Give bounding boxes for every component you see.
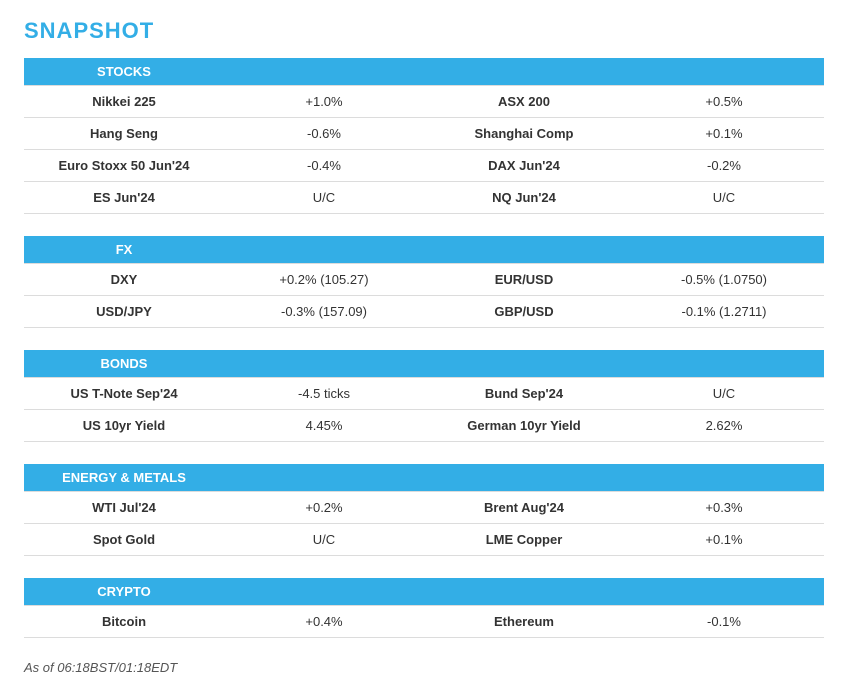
row-label-left: ES Jun'24	[24, 190, 224, 205]
section: FX DXY+0.2% (105.27)EUR/USD-0.5% (1.0750)…	[24, 236, 824, 328]
row-value-left: -0.6%	[224, 126, 424, 141]
table-row: Euro Stoxx 50 Jun'24-0.4%DAX Jun'24-0.2%	[24, 150, 824, 182]
row-value-left: 4.45%	[224, 418, 424, 433]
row-label-right: ASX 200	[424, 94, 624, 109]
table-row: USD/JPY-0.3% (157.09)GBP/USD-0.1% (1.271…	[24, 296, 824, 328]
row-label-left: Euro Stoxx 50 Jun'24	[24, 158, 224, 173]
row-label-left: USD/JPY	[24, 304, 224, 319]
row-value-left: -0.3% (157.09)	[224, 304, 424, 319]
table-row: US 10yr Yield4.45%German 10yr Yield2.62%	[24, 410, 824, 442]
row-value-left: +0.4%	[224, 614, 424, 629]
row-value-left: +1.0%	[224, 94, 424, 109]
table-row: Nikkei 225+1.0%ASX 200+0.5%	[24, 86, 824, 118]
row-label-right: Brent Aug'24	[424, 500, 624, 515]
row-value-right: +0.1%	[624, 532, 824, 547]
row-label-left: Spot Gold	[24, 532, 224, 547]
section: BONDS US T-Note Sep'24-4.5 ticksBund Sep'…	[24, 350, 824, 442]
row-value-right: -0.2%	[624, 158, 824, 173]
timestamp: As of 06:18BST/01:18EDT	[24, 660, 824, 675]
row-label-right: EUR/USD	[424, 272, 624, 287]
row-label-left: Nikkei 225	[24, 94, 224, 109]
table-row: WTI Jul'24+0.2%Brent Aug'24+0.3%	[24, 492, 824, 524]
row-value-left: +0.2% (105.27)	[224, 272, 424, 287]
row-value-right: U/C	[624, 190, 824, 205]
section-header: ENERGY & METALS	[24, 464, 824, 492]
row-label-left: Hang Seng	[24, 126, 224, 141]
row-label-left: Bitcoin	[24, 614, 224, 629]
row-value-right: +0.1%	[624, 126, 824, 141]
row-value-left: U/C	[224, 190, 424, 205]
row-label-right: Ethereum	[424, 614, 624, 629]
section-heading: FX	[24, 242, 224, 257]
sections-container: STOCKSNikkei 225+1.0%ASX 200+0.5%Hang Se…	[24, 58, 824, 638]
section: ENERGY & METALS WTI Jul'24+0.2%Brent Aug'…	[24, 464, 824, 556]
table-row: ES Jun'24U/CNQ Jun'24U/C	[24, 182, 824, 214]
row-label-left: US T-Note Sep'24	[24, 386, 224, 401]
row-value-right: +0.5%	[624, 94, 824, 109]
section-header: CRYPTO	[24, 578, 824, 606]
section-heading: BONDS	[24, 356, 224, 371]
row-value-right: -0.1% (1.2711)	[624, 304, 824, 319]
row-label-right: DAX Jun'24	[424, 158, 624, 173]
row-value-left: U/C	[224, 532, 424, 547]
row-label-right: NQ Jun'24	[424, 190, 624, 205]
table-row: DXY+0.2% (105.27)EUR/USD-0.5% (1.0750)	[24, 264, 824, 296]
table-row: Bitcoin+0.4%Ethereum-0.1%	[24, 606, 824, 638]
row-value-left: +0.2%	[224, 500, 424, 515]
section: STOCKSNikkei 225+1.0%ASX 200+0.5%Hang Se…	[24, 58, 824, 214]
section-header: BONDS	[24, 350, 824, 378]
row-value-right: U/C	[624, 386, 824, 401]
table-row: Hang Seng-0.6%Shanghai Comp+0.1%	[24, 118, 824, 150]
row-label-right: Bund Sep'24	[424, 386, 624, 401]
row-value-left: -4.5 ticks	[224, 386, 424, 401]
row-label-right: German 10yr Yield	[424, 418, 624, 433]
page-title: SNAPSHOT	[24, 18, 824, 44]
section-heading: STOCKS	[24, 64, 224, 79]
section-heading: ENERGY & METALS	[24, 470, 224, 485]
row-label-right: GBP/USD	[424, 304, 624, 319]
table-row: Spot GoldU/CLME Copper+0.1%	[24, 524, 824, 556]
row-label-right: Shanghai Comp	[424, 126, 624, 141]
row-label-right: LME Copper	[424, 532, 624, 547]
row-value-right: -0.1%	[624, 614, 824, 629]
section-heading: CRYPTO	[24, 584, 224, 599]
row-label-left: WTI Jul'24	[24, 500, 224, 515]
row-label-left: DXY	[24, 272, 224, 287]
row-value-right: +0.3%	[624, 500, 824, 515]
section-header: STOCKS	[24, 58, 824, 86]
row-value-left: -0.4%	[224, 158, 424, 173]
table-row: US T-Note Sep'24-4.5 ticksBund Sep'24U/C	[24, 378, 824, 410]
section: CRYPTO Bitcoin+0.4%Ethereum-0.1%	[24, 578, 824, 638]
section-header: FX	[24, 236, 824, 264]
row-value-right: 2.62%	[624, 418, 824, 433]
row-label-left: US 10yr Yield	[24, 418, 224, 433]
row-value-right: -0.5% (1.0750)	[624, 272, 824, 287]
